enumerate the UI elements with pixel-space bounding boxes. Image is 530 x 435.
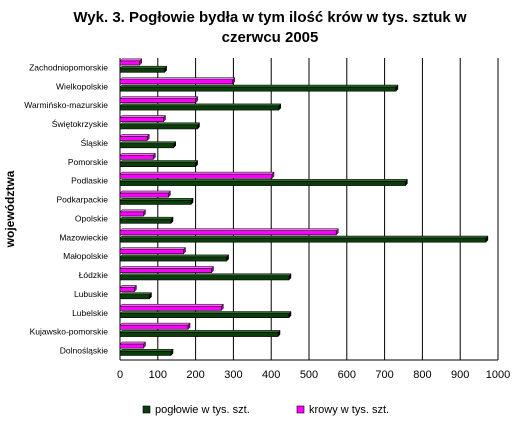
category-label: Małopolskie [63,251,108,261]
category-label: Zachodniopomorskie [29,62,108,72]
bar-krowy [119,154,154,160]
category-label: Mazowieckie [59,232,108,242]
category-label: Lubuskie [74,289,108,299]
bar-krowy [119,117,164,122]
x-tick-label: 1000 [486,369,510,381]
bar-krowy [119,287,135,292]
bar-poglowie [119,124,198,130]
bar-krowy-top [119,209,147,213]
bar-krowy-top [119,322,191,326]
bar-poglowie [119,294,150,300]
category-label: Pomorskie [68,157,108,167]
bar-poglowie [119,237,487,243]
bar-krowy-top [119,58,143,62]
bar-krowy-top [119,171,275,175]
bar-krowy [119,324,189,330]
bar-poglowie [119,275,290,281]
bar-poglowie [119,332,279,337]
bar-poglowie-top [119,141,177,144]
bar-poglowie-top [119,311,292,314]
category-label: Dolnośląskie [60,346,108,356]
bar-poglowie-top [119,103,282,107]
bar-krowy [119,249,184,255]
legend-swatch-krowy [296,405,305,414]
bar-krowy-top [119,285,137,288]
bar-krowy [119,79,233,85]
bar-krowy [119,60,140,66]
chart-title: Wyk. 3. Pogłowie bydła w tym ilość krów … [73,9,467,46]
bar-poglowie [119,181,406,186]
bar-krowy [119,173,273,179]
bar-poglowie [119,162,196,168]
x-tick-label: 600 [338,369,356,381]
bar-krowy [119,343,144,349]
category-label: Śląskie [81,137,109,148]
x-tick-label: 0 [117,369,123,381]
bar-krowy-top [119,96,199,99]
category-label: Wielkopolskie [56,81,108,91]
bar-poglowie [119,105,280,111]
bar-poglowie-top [119,65,168,69]
bar-poglowie-top [119,179,408,182]
x-tick-label: 200 [186,369,204,381]
bar-poglowie-top [119,292,153,295]
bar-poglowie [119,86,397,92]
bar-poglowie [119,256,227,262]
bar-poglowie [119,143,174,149]
bar-poglowie [119,67,165,73]
category-label: Lubelskie [72,308,108,318]
bar-krowy [119,98,196,104]
bar-krowy-top [119,303,224,307]
category-label: Warmińsko-mazurskie [24,100,108,110]
legend-swatch-poglowie [142,405,151,414]
y-axis-title: województwa [3,170,17,248]
bar-poglowie [119,313,290,319]
bar-poglowie-top [119,84,399,88]
bar-krowy [119,211,144,217]
bar-poglowie-top [119,254,230,258]
category-label: Świętokrzyskie [52,118,108,129]
bar-krowy [119,268,212,273]
bar-krowy [119,305,222,311]
category-label: Opolskie [75,213,108,223]
bar-poglowie-top [119,198,194,201]
bar-krowy-top [119,247,187,250]
bar-poglowie-top [119,160,199,163]
x-tick-label: 400 [262,369,280,381]
category-label: Łódzkie [79,270,109,280]
bar-poglowie-top [119,273,292,277]
bar-krowy-top [119,134,150,137]
bar-poglowie-top [119,235,489,239]
bar-krowy [119,136,148,141]
bar-krowy-top [119,341,147,345]
x-tick-label: 100 [149,369,167,381]
category-label: Podlaskie [71,176,108,186]
x-tick-label: 500 [300,369,318,381]
bar-poglowie-top [119,122,201,126]
bar-krowy [119,230,337,236]
bar-krowy-top [119,228,339,231]
x-tick-label: 300 [224,369,242,381]
x-tick-label: 800 [413,369,431,381]
category-label: Kujawsko-pomorskie [30,327,109,337]
legend-label-krowy: krowy w tys. szt. [309,404,389,416]
category-label: Podkarpackie [56,195,108,205]
x-tick-label: 900 [451,369,469,381]
bar-krowy [119,192,169,198]
x-tick-label: 700 [375,369,393,381]
bar-poglowie [119,199,192,205]
bar-poglowie-top [119,216,174,220]
bar-poglowie [119,350,172,356]
bar-krowy-top [119,77,236,80]
bar-krowy-top [119,115,167,118]
bar-krowy-top [119,266,215,269]
bar-poglowie [119,218,172,224]
bar-poglowie-top [119,330,281,333]
legend-label-poglowie: pogłowie w tys. szt. [155,404,250,416]
bar-krowy-top [119,152,156,156]
bar-krowy-top [119,190,171,194]
bar-poglowie-top [119,349,174,352]
